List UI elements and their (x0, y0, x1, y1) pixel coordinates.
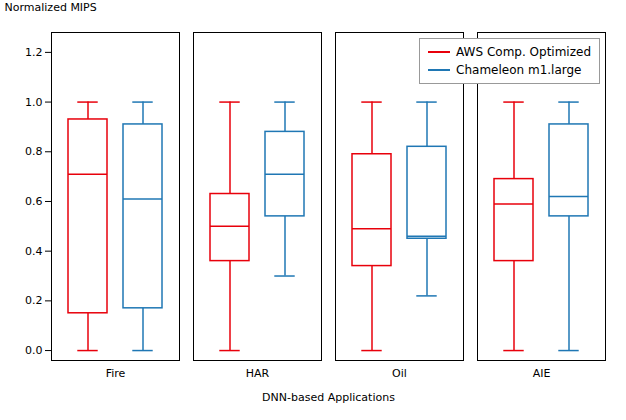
svg-text:DNN-based Applications: DNN-based Applications (262, 391, 395, 404)
svg-text:AIE: AIE (533, 367, 551, 380)
svg-text:0.2: 0.2 (25, 294, 43, 307)
svg-text:0.4: 0.4 (25, 245, 43, 258)
svg-text:Fire: Fire (106, 367, 126, 380)
html-text:AWS Comp. Optimized: AWS Comp. Optimized (456, 45, 591, 59)
svg-text:1.0: 1.0 (25, 96, 43, 109)
svg-text:Normalized MIPS: Normalized MIPS (5, 1, 97, 14)
svg-text:Oil: Oil (392, 367, 407, 380)
svg-text:0.0: 0.0 (25, 344, 43, 357)
svg-text:0.6: 0.6 (25, 195, 43, 208)
svg-text:0.8: 0.8 (25, 145, 43, 158)
svg-text:1.2: 1.2 (25, 46, 43, 59)
svg-text:HAR: HAR (246, 367, 270, 380)
html-text:Chameleon m1.large: Chameleon m1.large (456, 63, 582, 77)
